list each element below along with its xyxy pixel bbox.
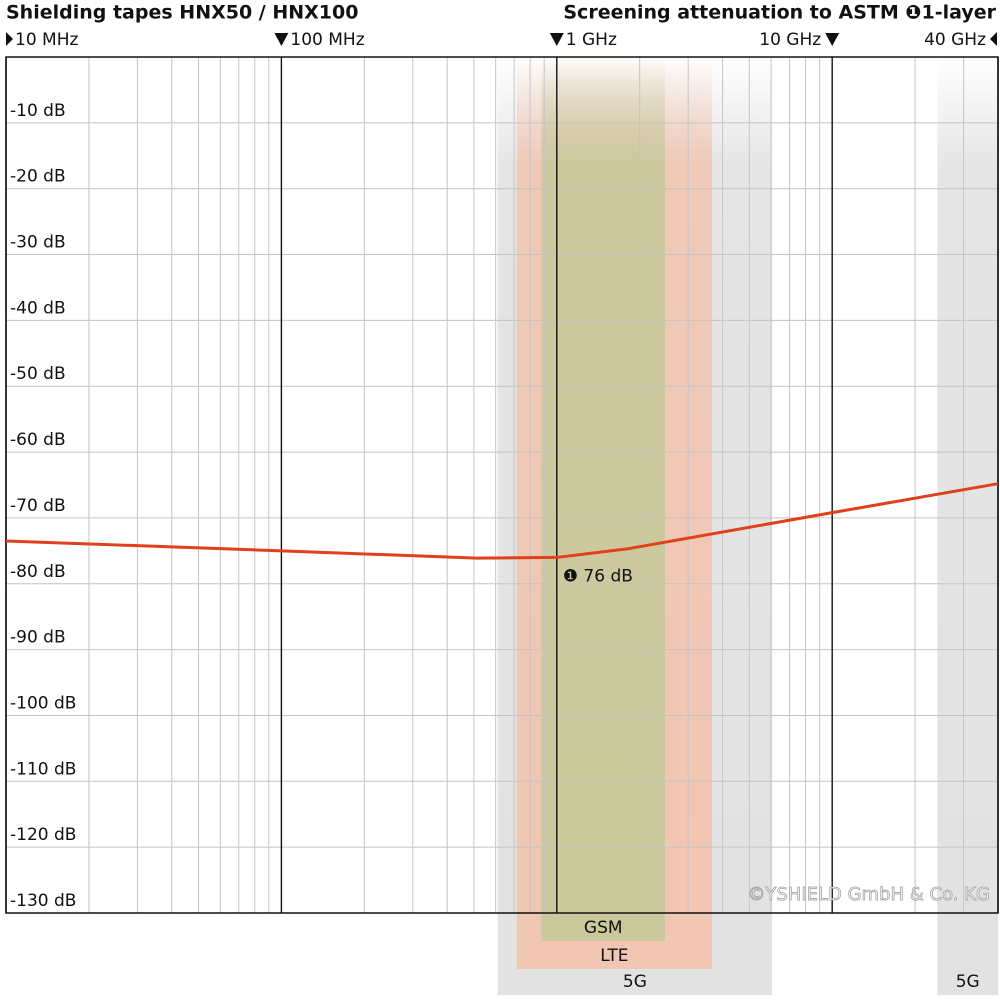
frequency-band bbox=[541, 57, 665, 941]
x-tick-label: 1 GHz bbox=[566, 30, 617, 50]
tick-marker bbox=[549, 33, 564, 46]
tick-marker bbox=[825, 33, 840, 46]
chart-title: Shielding tapes HNX50 / HNX100 bbox=[6, 2, 358, 24]
y-tick-label: -110 dB bbox=[10, 759, 76, 779]
x-tick-label: 10 MHz bbox=[15, 30, 78, 50]
annotation: ❶ 76 dB bbox=[563, 566, 633, 586]
tick-marker bbox=[990, 32, 997, 46]
data-line bbox=[5, 482, 999, 560]
band-label: GSM bbox=[584, 918, 623, 938]
y-tick-label: -20 dB bbox=[10, 167, 66, 187]
x-tick-label: 100 MHz bbox=[290, 30, 364, 50]
chart-subtitle: Screening attenuation to ASTM ❶1-layer bbox=[563, 2, 996, 24]
tick-marker bbox=[6, 32, 13, 46]
band-label: 5G bbox=[956, 972, 980, 992]
y-tick-label: -120 dB bbox=[10, 825, 76, 845]
y-tick-label: -50 dB bbox=[10, 364, 66, 384]
y-tick-label: -10 dB bbox=[10, 101, 66, 121]
y-tick-label: -80 dB bbox=[10, 562, 66, 582]
y-tick-label: -30 dB bbox=[10, 233, 66, 253]
frequency-band bbox=[937, 57, 998, 995]
watermark: ©YSHIELD GmbH & Co. KG bbox=[747, 884, 990, 905]
y-tick-label: -90 dB bbox=[10, 628, 66, 648]
y-tick-label: -40 dB bbox=[10, 298, 66, 318]
band-label: 5G bbox=[623, 972, 647, 992]
x-tick-label: 10 GHz bbox=[759, 30, 821, 50]
y-tick-label: -60 dB bbox=[10, 430, 66, 450]
y-tick-label: -70 dB bbox=[10, 496, 66, 516]
x-tick-label: 40 GHz bbox=[924, 30, 986, 50]
y-tick-label: -100 dB bbox=[10, 693, 76, 713]
band-label: LTE bbox=[600, 946, 628, 966]
y-tick-label: -130 dB bbox=[10, 891, 76, 911]
tick-marker bbox=[274, 33, 289, 46]
